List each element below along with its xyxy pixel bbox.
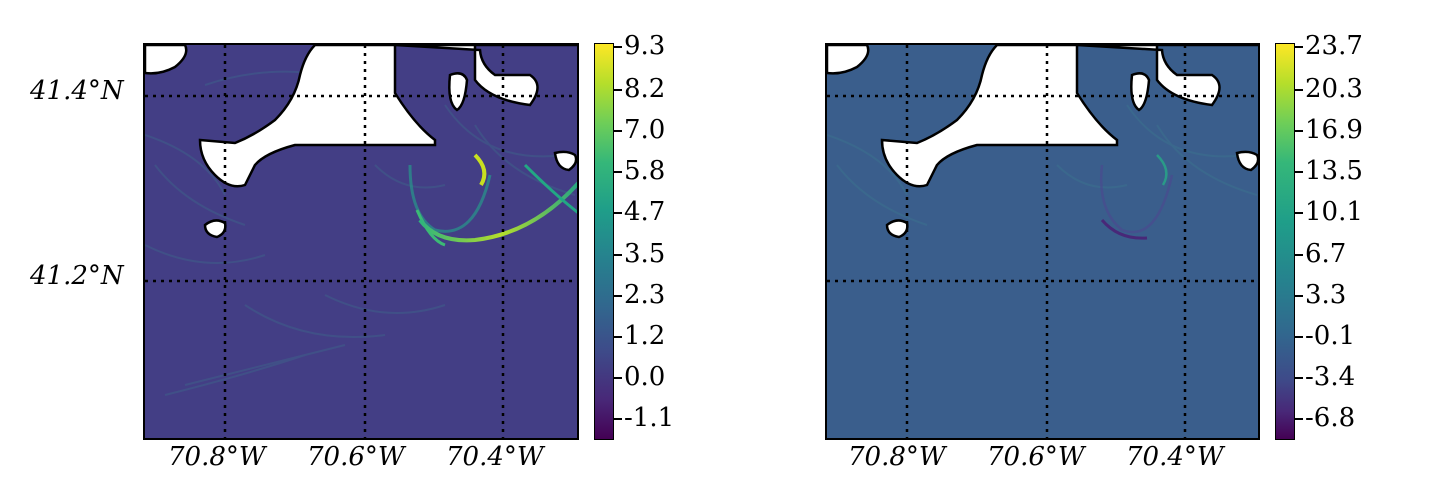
right-cbar-label-8: -3.4 bbox=[1305, 362, 1356, 392]
eddy-filaments bbox=[145, 70, 576, 396]
left-cbar-label-9: -1.1 bbox=[624, 403, 675, 433]
right-colorbar bbox=[1275, 43, 1295, 440]
lon-label-70-8: 70.8°W bbox=[168, 442, 266, 472]
left-cbar-label-4: 4.7 bbox=[624, 197, 666, 227]
left-cbar-label-2: 7.0 bbox=[624, 115, 666, 145]
left-colorbar bbox=[594, 43, 614, 440]
lon-label-70-6: 70.6°W bbox=[987, 442, 1085, 472]
graticule bbox=[827, 45, 1258, 438]
nomans-land bbox=[203, 219, 227, 239]
inner-island bbox=[1130, 72, 1151, 112]
left-cbar-label-3: 5.8 bbox=[624, 156, 666, 186]
eddy-filaments bbox=[827, 104, 1258, 226]
front-hotspot bbox=[473, 153, 487, 187]
left-map[interactable] bbox=[143, 43, 579, 440]
front-main bbox=[418, 181, 577, 243]
right-cbar-label-4: 10.1 bbox=[1305, 197, 1363, 227]
left-map-canvas bbox=[145, 45, 577, 438]
right-cbar-label-3: 13.5 bbox=[1305, 156, 1363, 186]
marthas-vineyard bbox=[880, 45, 1258, 188]
graticule bbox=[145, 45, 577, 438]
left-cbar-label-1: 8.2 bbox=[624, 74, 666, 104]
right-map-canvas bbox=[827, 45, 1258, 438]
left-cbar-label-5: 3.5 bbox=[624, 239, 666, 269]
front-arc-inner bbox=[415, 209, 446, 247]
lon-label-70-4: 70.4°W bbox=[446, 442, 544, 472]
right-cbar-label-6: 3.3 bbox=[1305, 280, 1347, 310]
marthas-vineyard bbox=[198, 45, 577, 188]
front-arc-outer bbox=[1100, 164, 1174, 234]
right-cbar-label-5: 6.7 bbox=[1305, 239, 1347, 269]
left-cbar-label-6: 2.3 bbox=[624, 280, 666, 310]
east-islet bbox=[1235, 150, 1258, 172]
inner-island bbox=[448, 72, 469, 112]
east-islet bbox=[553, 150, 577, 172]
lon-label-70-6: 70.6°W bbox=[307, 442, 405, 472]
right-cbar-label-9: -6.8 bbox=[1305, 403, 1356, 433]
land-masses bbox=[145, 45, 577, 239]
lat-label-41-2: 41.2°N bbox=[30, 261, 124, 291]
front-negative bbox=[1100, 219, 1148, 240]
lon-label-70-4: 70.4°W bbox=[1126, 442, 1224, 472]
front-arc-outer bbox=[408, 164, 492, 233]
elizabeth-islands bbox=[827, 45, 870, 75]
front-east bbox=[523, 163, 577, 214]
right-cbar-label-0: 23.7 bbox=[1305, 31, 1363, 61]
right-cbar-label-1: 20.3 bbox=[1305, 74, 1363, 104]
right-cbar-label-7: -0.1 bbox=[1305, 321, 1356, 351]
lon-label-70-8: 70.8°W bbox=[848, 442, 946, 472]
front-hotspot bbox=[1156, 154, 1168, 186]
land-masses bbox=[827, 45, 1258, 239]
left-cbar-label-0: 9.3 bbox=[624, 31, 666, 61]
right-map[interactable] bbox=[825, 43, 1260, 440]
nomans-land bbox=[885, 219, 909, 239]
left-cbar-label-8: 0.0 bbox=[624, 362, 666, 392]
left-cbar-label-7: 1.2 bbox=[624, 321, 666, 351]
lat-label-41-4: 41.4°N bbox=[30, 76, 124, 106]
elizabeth-islands bbox=[145, 45, 188, 75]
right-cbar-label-2: 16.9 bbox=[1305, 115, 1363, 145]
